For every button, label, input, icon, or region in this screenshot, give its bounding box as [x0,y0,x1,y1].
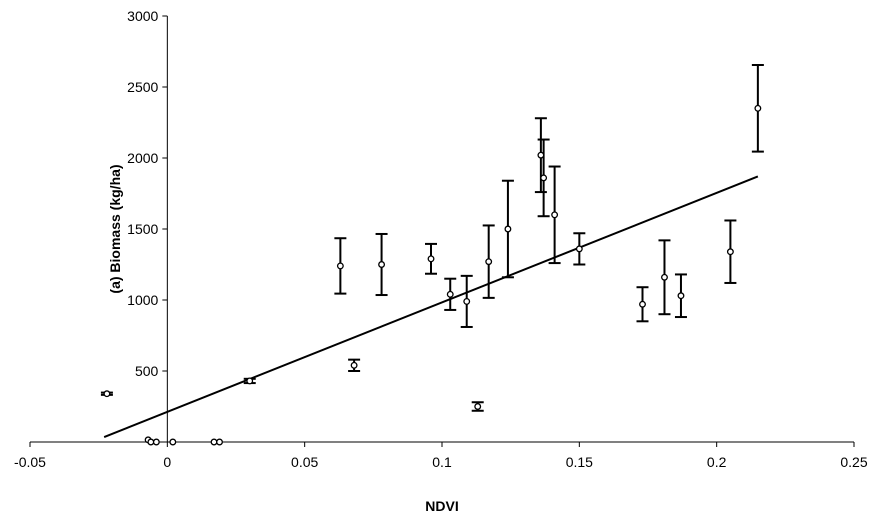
data-point [246,377,254,385]
y-tick-label: 1500 [127,221,158,237]
data-point [661,273,668,281]
data-point [537,151,545,159]
error-bars [100,63,764,412]
y-tick-label: 3000 [127,8,158,24]
data-point [504,225,512,233]
data-point [575,245,583,253]
x-tick-label: 0 [163,454,171,470]
y-tick-label: 1000 [127,292,158,308]
axes [29,15,855,447]
y-axis-title: (a) Biomass (kg/ha) [107,164,123,293]
tick-labels: -0.05 0 0.05 0.1 0.15 0.2 0.25 500 1000 1500 2000 2… [14,8,868,470]
x-axis-title: NDVI [425,498,458,514]
x-tick-label: 0.15 [566,454,593,470]
data-point [350,361,358,369]
x-tick-label: -0.05 [14,454,46,470]
data-point [210,438,218,446]
x-tick-label: 0.25 [840,454,867,470]
data-point [485,258,493,266]
data-point [103,390,111,398]
data-point [551,211,559,219]
y-tick-label: 500 [135,363,159,379]
data-point [474,403,482,410]
data-points [103,104,762,446]
data-point [169,438,177,446]
x-tick-label: 0.2 [707,454,727,470]
trendline [103,175,759,438]
data-point [463,297,471,305]
data-point [446,290,454,298]
data-point [216,438,223,446]
trendline-group [103,175,759,438]
x-tick-label: 0.1 [432,454,452,470]
data-point [152,438,160,446]
y-tick-label: 2000 [127,150,158,166]
data-point [336,262,344,270]
data-point [427,255,435,263]
data-point [147,438,155,446]
x-tick-label: 0.05 [291,454,318,470]
data-point [540,174,548,182]
data-point [378,261,386,268]
data-point [639,300,646,308]
data-point [754,104,762,112]
y-tick-label: 2500 [127,79,158,95]
data-point [677,292,685,300]
data-point [726,248,734,256]
